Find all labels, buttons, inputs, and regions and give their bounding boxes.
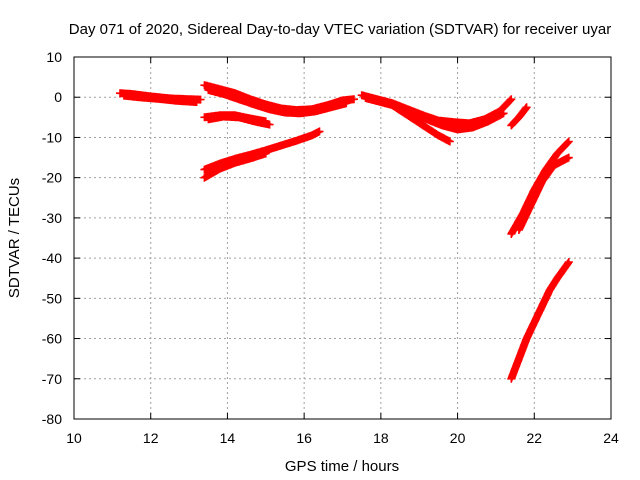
series-3 [204,86,351,118]
ticks: 10 12 14 16 18 20 22 24 10 0 -10 -20 -30 -40 -50 -60 -70… [42,49,619,446]
data-point-markers [200,149,270,182]
y-tick-label: -40 [42,250,62,266]
data-point-markers [204,86,351,118]
y-tick-label: -20 [42,170,62,186]
data-point-markers [514,153,573,234]
x-tick-label: 10 [66,430,82,446]
y-tick-label: -30 [42,210,62,226]
series-11 [507,103,531,130]
data-point-markers [119,91,201,106]
series-14 [507,258,573,383]
x-tick-label: 22 [526,430,542,446]
x-tick-label: 16 [296,430,312,446]
y-tick-label: -60 [42,331,62,347]
data-point-markers [361,94,508,134]
series-5 [204,112,274,129]
series-9 [361,94,508,134]
plot-frame [73,56,612,420]
y-tick-label: -80 [42,411,62,427]
y-tick-label: -70 [42,371,62,387]
x-tick-label: 18 [373,430,389,446]
series-13 [514,153,573,234]
x-tick-label: 14 [220,430,236,446]
data-point-markers [388,101,454,146]
x-tick-label: 12 [143,430,159,446]
data-point-markers [204,112,274,129]
x-tick-label: 24 [603,430,619,446]
y-axis-label: SDTVAR / TECUs [6,178,23,298]
y-tick-label: 0 [54,89,62,105]
data-points [116,81,573,383]
data-point-markers [507,258,573,383]
data-point-markers [507,103,531,130]
series-1 [119,91,201,106]
x-tick-label: 20 [450,430,466,446]
y-tick-label: 10 [46,49,62,65]
grid [74,57,611,419]
x-axis-label: GPS time / hours [285,458,399,475]
y-tick-label: -50 [42,290,62,306]
series-7 [200,149,270,182]
series-10 [388,101,454,146]
y-tick-label: -10 [42,129,62,145]
chart-title: Day 071 of 2020, Sidereal Day-to-day VTE… [69,21,611,38]
